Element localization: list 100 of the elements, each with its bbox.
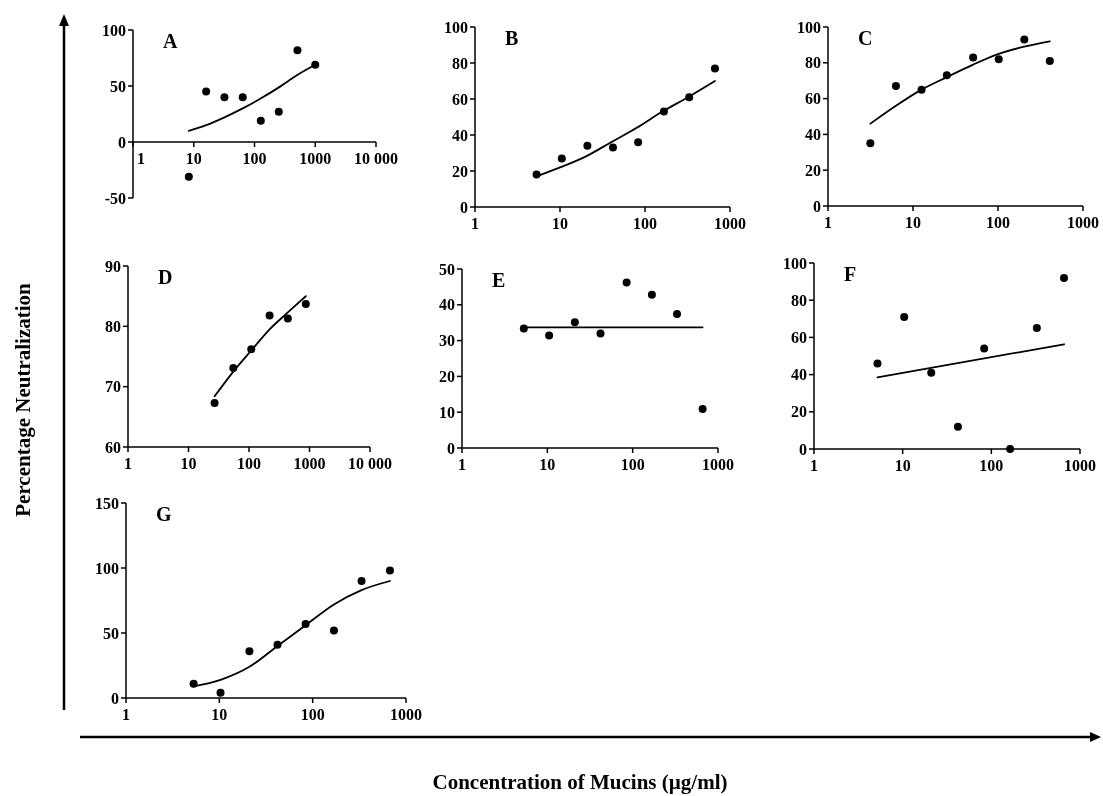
x-tick-label: 1000 <box>293 455 326 472</box>
x-tick-label: 1000 <box>1064 457 1096 474</box>
x-axis-title: Concentration of Mucins (µg/ml) <box>432 770 728 794</box>
point <box>220 93 229 102</box>
x-tick-label: 10 000 <box>348 455 392 472</box>
point <box>1045 57 1054 66</box>
point <box>1060 273 1068 282</box>
x-tick-label: 1 <box>810 457 818 474</box>
chart-title: D <box>158 266 173 288</box>
y-tick-label: 100 <box>102 21 126 39</box>
point <box>301 300 310 309</box>
point <box>357 577 366 585</box>
x-tick-label: 1000 <box>299 150 332 167</box>
x-tick-label: 10 <box>905 214 921 231</box>
point <box>1006 445 1015 453</box>
x-tick-label: 100 <box>986 214 1010 231</box>
x-tick-label: 1 <box>824 214 832 231</box>
y-tick-label: 100 <box>95 559 119 577</box>
y-tick-label: 100 <box>797 18 821 36</box>
chart-title: B <box>505 27 519 49</box>
y-tick-label: 60 <box>791 329 807 346</box>
point <box>866 139 875 148</box>
point <box>202 87 211 96</box>
x-tick-label: 1 <box>122 706 130 723</box>
point <box>980 344 989 353</box>
point <box>210 398 219 407</box>
y-tick-label: 0 <box>118 133 126 151</box>
point <box>570 318 579 327</box>
y-tick-label: 10 <box>439 403 455 421</box>
x-tick-label: 1000 <box>702 456 734 473</box>
x-tick-label: 100 <box>633 215 657 232</box>
x-tick-label: 10 <box>185 150 202 167</box>
x-tick-label: 100 <box>620 456 645 473</box>
point <box>184 172 193 181</box>
y-tick-label: 20 <box>452 162 468 180</box>
point <box>385 566 394 575</box>
point <box>710 64 719 73</box>
x-tick-label: 1 <box>458 456 466 473</box>
x-tick-label: 1 <box>124 455 132 472</box>
point <box>238 93 247 102</box>
point <box>969 53 978 62</box>
point <box>274 107 283 116</box>
y-tick-label: 40 <box>439 296 455 314</box>
y-tick-label: 30 <box>439 332 455 350</box>
point <box>293 46 302 55</box>
x-tick-label: 100 <box>300 706 325 723</box>
point <box>634 138 643 147</box>
chart-title: E <box>492 269 506 291</box>
y-tick-label: 0 <box>460 198 468 216</box>
point <box>647 290 656 299</box>
point <box>698 404 707 413</box>
y-tick-label: 0 <box>813 197 821 215</box>
point <box>216 688 225 697</box>
x-tick-label: 10 <box>539 456 556 473</box>
point <box>608 143 617 152</box>
point <box>994 55 1003 64</box>
y-tick-label: 80 <box>105 317 121 335</box>
x-tick-label: 10 000 <box>354 150 398 167</box>
point <box>245 647 254 656</box>
point <box>953 422 962 431</box>
y-tick-label: 0 <box>111 689 119 707</box>
point <box>557 154 566 163</box>
line-series <box>213 295 307 398</box>
y-tick-label: 20 <box>791 403 807 421</box>
x-tick-label: 1000 <box>390 706 422 723</box>
y-tick-label: 20 <box>439 368 455 385</box>
x-tick-label: 100 <box>242 150 267 167</box>
y-tick-label: 70 <box>105 378 121 396</box>
chart-title: A <box>163 30 178 52</box>
x-tick-label: 10 <box>894 457 911 474</box>
x-tick-label: 10 <box>211 706 228 723</box>
x-tick-label: 10 <box>180 455 197 472</box>
y-tick-label: 80 <box>791 291 807 309</box>
y-tick-label: 90 <box>105 257 121 275</box>
y-tick-label: 60 <box>105 438 121 456</box>
y-axis-title: Percentage Neutralization <box>11 282 35 517</box>
point <box>891 82 900 91</box>
point <box>1020 35 1029 44</box>
chart-title: G <box>156 503 172 525</box>
line-series <box>869 40 1051 125</box>
y-tick-label: 0 <box>447 439 455 457</box>
y-tick-label: 40 <box>805 126 821 143</box>
point <box>583 141 592 150</box>
y-tick-label: 50 <box>103 624 119 642</box>
y-tick-label: 20 <box>805 161 821 179</box>
y-tick-label: 60 <box>805 90 821 108</box>
point <box>265 311 274 320</box>
point <box>900 312 909 321</box>
point <box>283 314 292 323</box>
y-tick-label: 50 <box>439 260 455 278</box>
chart-title: C <box>858 27 873 49</box>
y-tick-label: 100 <box>444 18 468 36</box>
y-tick-label: 60 <box>452 90 468 108</box>
x-tick-label: 10 <box>552 215 568 232</box>
y-tick-label: 40 <box>452 126 468 144</box>
y-tick-label: 80 <box>452 54 468 72</box>
point <box>927 368 936 377</box>
point <box>545 331 554 340</box>
y-tick-label: 150 <box>95 494 119 512</box>
y-tick-label: 100 <box>783 254 807 272</box>
